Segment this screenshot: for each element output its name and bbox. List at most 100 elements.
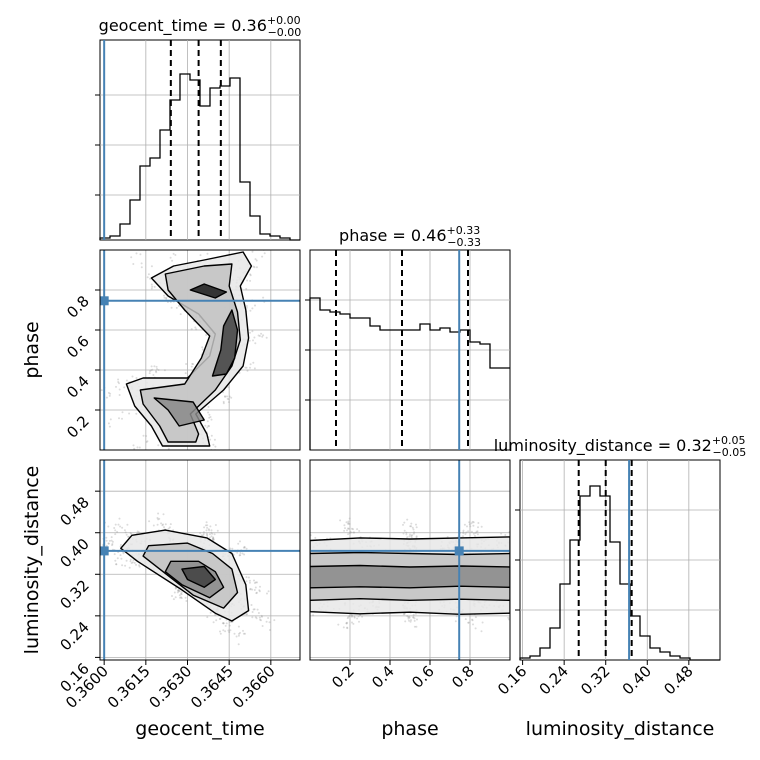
scatter-point bbox=[216, 529, 219, 532]
scatter-point bbox=[249, 363, 252, 366]
scatter-point bbox=[476, 530, 479, 533]
scatter-point bbox=[243, 545, 246, 548]
scatter-point bbox=[119, 525, 122, 528]
scatter-point bbox=[126, 523, 129, 526]
scatter-point bbox=[477, 522, 480, 524]
scatter-point bbox=[146, 440, 149, 443]
scatter-point bbox=[200, 534, 203, 537]
scatter-point bbox=[242, 246, 244, 248]
scatter-point bbox=[228, 624, 231, 627]
scatter-point bbox=[208, 529, 211, 532]
scatter-point bbox=[513, 534, 515, 536]
scatter-point bbox=[253, 367, 256, 370]
scatter-point bbox=[253, 266, 256, 269]
scatter-point bbox=[148, 520, 151, 523]
scatter-point bbox=[105, 544, 108, 547]
scatter-point bbox=[472, 521, 475, 524]
scatter-point bbox=[406, 615, 409, 617]
panel-title-phase: phase = 0.46+0.33 −0.33 bbox=[339, 224, 481, 249]
x-tick-label: 0.3630 bbox=[145, 662, 195, 712]
scatter-point bbox=[339, 519, 342, 522]
scatter-point bbox=[348, 523, 351, 525]
scatter-point bbox=[472, 623, 474, 626]
scatter-point bbox=[347, 533, 350, 536]
scatter-point bbox=[172, 598, 175, 601]
scatter-point bbox=[237, 625, 240, 628]
scatter-point bbox=[462, 532, 465, 535]
density-contour bbox=[310, 564, 510, 589]
scatter-point bbox=[153, 285, 156, 288]
scatter-point bbox=[480, 630, 483, 633]
scatter-point bbox=[165, 297, 168, 300]
scatter-point bbox=[304, 541, 306, 543]
scatter-point bbox=[413, 625, 416, 628]
scatter-point bbox=[130, 532, 133, 535]
scatter-point bbox=[218, 618, 221, 620]
scatter-point bbox=[129, 560, 132, 563]
density-contour bbox=[139, 263, 241, 443]
scatter-point bbox=[258, 335, 261, 337]
scatter-point bbox=[201, 348, 204, 351]
x-axis-label-geocent_time: geocent_time bbox=[135, 718, 264, 740]
scatter-point bbox=[115, 563, 118, 566]
scatter-point bbox=[221, 622, 224, 625]
scatter-point bbox=[350, 531, 353, 534]
scatter-point bbox=[251, 250, 254, 253]
scatter-point bbox=[402, 532, 405, 535]
scatter-point bbox=[224, 630, 227, 633]
scatter-point bbox=[410, 525, 413, 528]
scatter-point bbox=[251, 616, 254, 619]
scatter-point bbox=[152, 374, 155, 376]
scatter-point bbox=[158, 517, 161, 520]
scatter-point bbox=[129, 558, 132, 561]
scatter-point bbox=[250, 604, 253, 606]
scatter-point bbox=[121, 564, 124, 567]
scatter-point bbox=[135, 563, 137, 566]
scatter-point bbox=[255, 591, 258, 594]
scatter-point bbox=[242, 632, 245, 635]
scatter-point bbox=[239, 246, 241, 248]
scatter-point bbox=[262, 334, 265, 337]
scatter-point bbox=[254, 241, 256, 243]
scatter-point bbox=[163, 243, 165, 245]
scatter-point bbox=[352, 531, 355, 534]
scatter-point bbox=[194, 326, 197, 329]
scatter-point bbox=[207, 411, 210, 414]
scatter-point bbox=[410, 619, 412, 622]
scatter-point bbox=[249, 279, 252, 282]
scatter-point bbox=[347, 527, 350, 530]
scatter-point bbox=[343, 529, 346, 532]
scatter-point bbox=[205, 334, 208, 336]
x-tick-label: 0.16 bbox=[494, 662, 530, 698]
scatter-point bbox=[480, 525, 483, 528]
scatter-point bbox=[468, 521, 471, 524]
scatter-point bbox=[177, 590, 180, 593]
joint-panel-geocent_time-luminosity_distance bbox=[99, 459, 301, 661]
scatter-point bbox=[176, 591, 179, 594]
scatter-point bbox=[105, 539, 108, 542]
scatter-point bbox=[356, 528, 359, 531]
scatter-point bbox=[178, 594, 181, 597]
scatter-point bbox=[150, 265, 153, 268]
scatter-point bbox=[405, 531, 408, 534]
y-tick-label: 0.4 bbox=[63, 372, 93, 402]
scatter-point bbox=[152, 455, 154, 457]
scatter-point bbox=[507, 618, 510, 621]
scatter-point bbox=[347, 522, 350, 525]
scatter-point bbox=[259, 585, 261, 588]
scatter-point bbox=[415, 625, 418, 628]
scatter-point bbox=[128, 566, 131, 569]
scatter-point bbox=[358, 530, 361, 532]
scatter-point bbox=[227, 386, 230, 389]
scatter-point bbox=[138, 565, 141, 568]
scatter-point bbox=[410, 534, 413, 537]
scatter-point bbox=[205, 532, 208, 535]
scatter-point bbox=[261, 335, 264, 338]
scatter-point bbox=[516, 616, 518, 618]
scatter-point bbox=[474, 627, 477, 630]
scatter-point bbox=[174, 587, 177, 590]
scatter-point bbox=[248, 579, 251, 582]
scatter-point bbox=[253, 589, 256, 591]
scatter-point bbox=[352, 622, 355, 625]
scatter-point bbox=[165, 296, 168, 299]
